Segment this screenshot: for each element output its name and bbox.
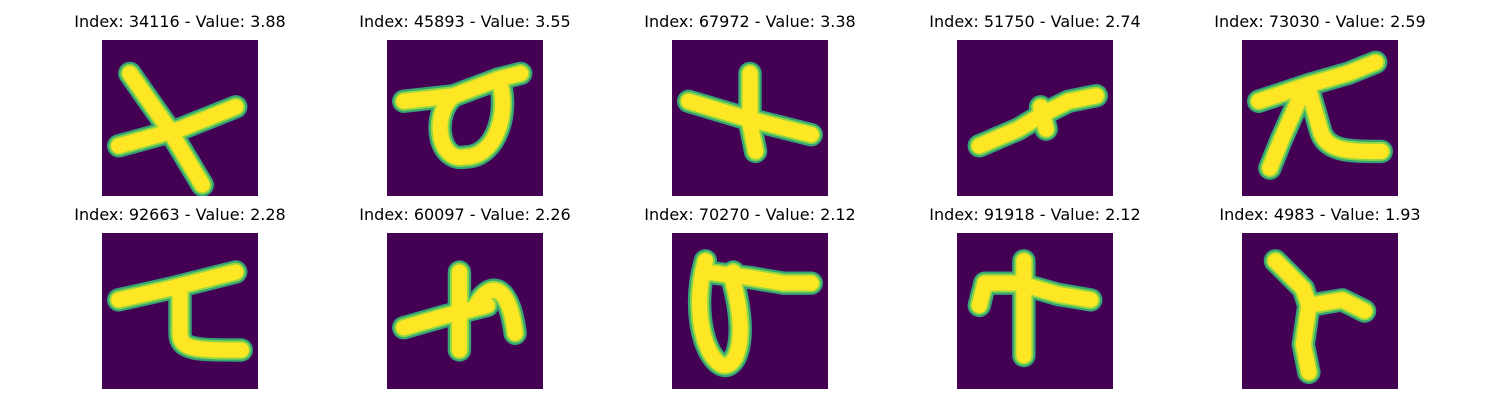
pi-like-icon — [1242, 40, 1398, 196]
panel-title: Index: 34116 - Value: 3.88 — [74, 12, 286, 31]
loop-with-bar-icon — [387, 40, 543, 196]
y-like-icon — [1242, 233, 1398, 389]
diagonal-dash-icon — [957, 40, 1113, 196]
panel-7: Index: 60097 - Value: 2.26 — [350, 204, 580, 394]
z-like-icon — [102, 233, 258, 389]
panel-title: Index: 4983 - Value: 1.93 — [1219, 205, 1421, 224]
panel-3: Index: 67972 - Value: 3.38 — [635, 11, 865, 201]
loop-with-tail-icon — [672, 233, 828, 389]
x-cross-icon — [102, 40, 258, 196]
panel-8: Index: 70270 - Value: 2.12 — [635, 204, 865, 394]
plus-cross-icon — [672, 40, 828, 196]
panel-4: Index: 51750 - Value: 2.74 — [920, 11, 1150, 201]
panel-2: Index: 45893 - Value: 3.55 — [350, 11, 580, 201]
panel-title: Index: 73030 - Value: 2.59 — [1214, 12, 1426, 31]
panel-10: Index: 4983 - Value: 1.93 — [1205, 204, 1435, 394]
panel-9: Index: 91918 - Value: 2.12 — [920, 204, 1150, 394]
t-like-icon — [957, 233, 1113, 389]
panel-title: Index: 91918 - Value: 2.12 — [929, 205, 1141, 224]
panel-title: Index: 51750 - Value: 2.74 — [929, 12, 1141, 31]
panel-title: Index: 92663 - Value: 2.28 — [74, 205, 286, 224]
h-like-icon — [387, 233, 543, 389]
panel-title: Index: 45893 - Value: 3.55 — [359, 12, 571, 31]
panel-6: Index: 92663 - Value: 2.28 — [65, 204, 295, 394]
panel-title: Index: 60097 - Value: 2.26 — [359, 205, 571, 224]
panel-5: Index: 73030 - Value: 2.59 — [1205, 11, 1435, 201]
panel-title: Index: 70270 - Value: 2.12 — [644, 205, 856, 224]
panel-title: Index: 67972 - Value: 3.38 — [644, 12, 856, 31]
panel-1: Index: 34116 - Value: 3.88 — [65, 11, 295, 201]
